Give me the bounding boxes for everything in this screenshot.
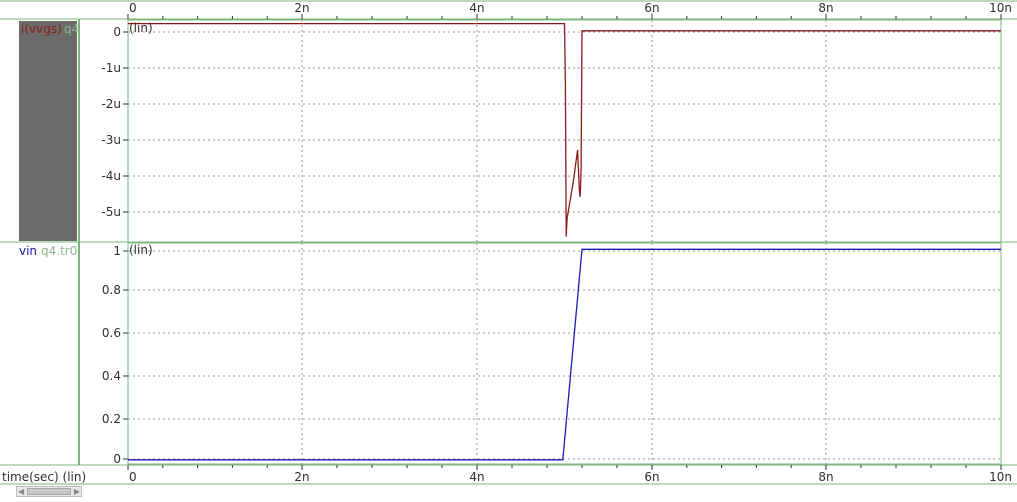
scroll-right-icon[interactable]: ▶	[73, 487, 80, 496]
tick-layer: 002n2n4n4n6n6n8n8n10n10n0-1u-2u-3u-4u-5u…	[101, 1, 1012, 484]
x-tick-label-top: 6n	[644, 1, 659, 15]
trace-name-voltage[interactable]: vin	[19, 244, 37, 258]
trace-name-current[interactable]: i(vvgs)	[21, 22, 62, 36]
grid-layer	[128, 20, 1001, 464]
x-tick-label-bottom: 10n	[989, 470, 1012, 484]
y-tick-label: 0	[113, 25, 121, 39]
y-tick-label: 0.4	[102, 369, 121, 383]
x-tick-label-top: 2n	[294, 1, 309, 15]
x-tick-label-top: 0	[129, 1, 137, 15]
scroll-thumb[interactable]	[27, 488, 71, 495]
scale-tag-voltage: (lin)	[129, 243, 153, 257]
x-tick-label-bottom: 2n	[294, 470, 309, 484]
x-tick-label-top: 4n	[469, 1, 484, 15]
series-line-ivvgs[interactable]	[128, 22, 1001, 237]
x-axis-label: time(sec) (lin)	[2, 470, 86, 484]
y-tick-label: 1	[113, 244, 121, 258]
horizontal-scrollbar[interactable]: ◀ ▶	[16, 486, 82, 497]
y-tick-label: -1u	[101, 61, 121, 75]
scale-tag-current: (lin)	[129, 21, 153, 35]
y-tick-label: 0.8	[102, 283, 121, 297]
series-line-vin[interactable]	[128, 248, 1001, 461]
file-name-voltage: q4.tr0	[41, 244, 77, 258]
y-tick-label: 0.2	[102, 412, 121, 426]
x-tick-label-bottom: 6n	[644, 470, 659, 484]
y-tick-label: -2u	[101, 97, 121, 111]
plot-frame-current	[127, 19, 1002, 243]
plot-frame-voltage	[127, 242, 1002, 465]
file-name-current: q4	[64, 22, 79, 36]
x-tick-label-bottom: 8n	[818, 470, 833, 484]
trace-layer	[128, 22, 1001, 461]
x-tick-label-bottom: 0	[129, 470, 137, 484]
trace-color-swatch[interactable]	[19, 21, 77, 241]
y-tick-label: -5u	[101, 205, 121, 219]
y-tick-label: -4u	[101, 169, 121, 183]
x-tick-label-bottom: 4n	[469, 470, 484, 484]
y-tick-label: -3u	[101, 133, 121, 147]
x-tick-label-top: 10n	[989, 1, 1012, 15]
x-tick-label-top: 8n	[818, 1, 833, 15]
scroll-left-icon[interactable]: ◀	[18, 487, 25, 496]
y-tick-label: 0.6	[102, 326, 121, 340]
y-tick-label: 0	[113, 452, 121, 466]
